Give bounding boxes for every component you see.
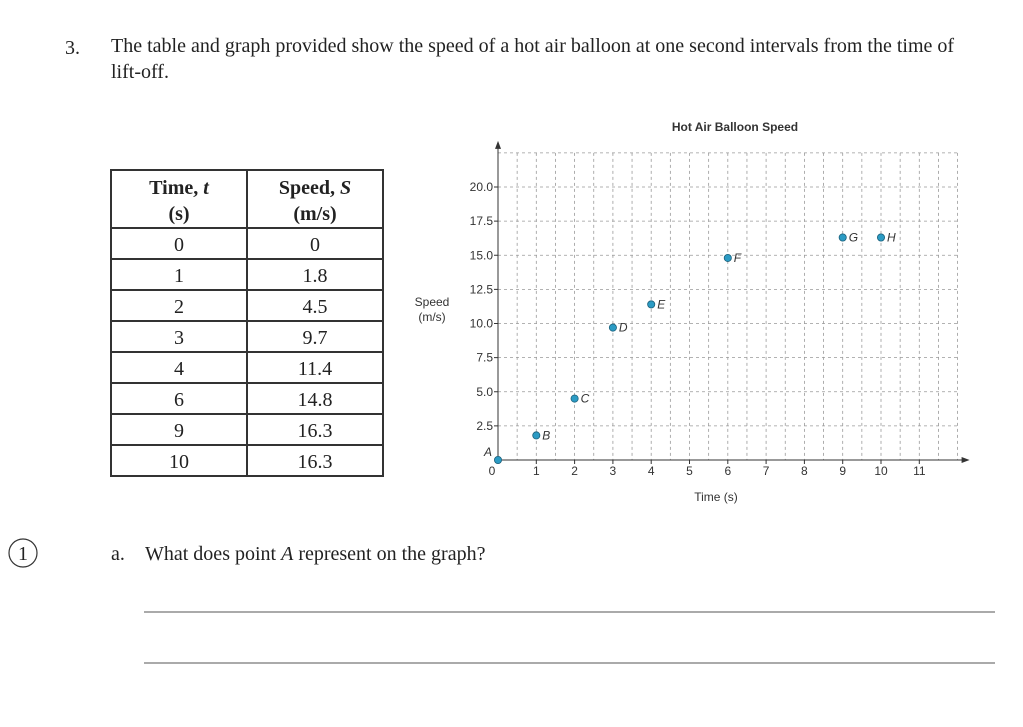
header-unit: (s)	[168, 203, 189, 225]
x-tick-label: 0	[489, 464, 496, 478]
cell: 1.8	[303, 265, 328, 287]
x-tick-label: 5	[686, 464, 693, 478]
chart: Hot Air Balloon Speed 0 1 2 3 4 5 6 7 8 9 10 11 2.5 5.…	[415, 120, 970, 504]
x-tick-label: 9	[839, 464, 846, 478]
x-tick-label: 11	[913, 464, 926, 478]
marker: 1	[18, 543, 28, 565]
point	[532, 431, 541, 440]
cell: 0	[174, 234, 184, 256]
point-label: B	[542, 428, 550, 442]
x-tick-label: 2	[571, 464, 578, 478]
var: A	[279, 543, 294, 565]
cell: 16.3	[298, 451, 333, 473]
point	[570, 394, 579, 403]
question-number: 3.	[65, 37, 80, 59]
y-tick-label: 5.0	[476, 385, 493, 399]
x-axis-label: Time (s)	[694, 490, 738, 504]
y-tick-label: 17.5	[470, 214, 494, 228]
cell: 14.8	[298, 389, 333, 411]
header-cell: Time, t	[149, 177, 210, 199]
text: represent on the graph?	[293, 543, 485, 565]
table: Time, t(s)Speed, S(m/s)0 01 1.82 4.53 9.74 11…	[110, 169, 384, 477]
point-label: F	[734, 251, 742, 265]
question-text: The table and graph provided show the sp…	[111, 35, 955, 83]
cell: 6	[174, 389, 184, 411]
y-label-line: (m/s)	[418, 310, 445, 324]
x-tick-label: 7	[763, 464, 770, 478]
header-unit: (m/s)	[293, 203, 336, 225]
header-name: Speed,	[279, 177, 340, 199]
point	[838, 233, 847, 242]
x-tick-label: 8	[801, 464, 808, 478]
question-box: The table and graph provided show the sp…	[111, 35, 955, 83]
y-arrow	[495, 140, 501, 149]
y-tick-label: 15.0	[470, 248, 494, 262]
y-axis-label: Speed (m/s)	[415, 295, 450, 324]
cell: 3	[174, 327, 184, 349]
cell: 1	[174, 265, 184, 287]
y-tick-label: 7.5	[476, 351, 493, 365]
text: What does point	[145, 543, 281, 565]
point	[877, 233, 886, 242]
x-tick-label: 3	[610, 464, 617, 478]
point-label: E	[657, 297, 666, 311]
part-question: What does point A represent on the graph…	[145, 543, 486, 565]
x-tick-label: 6	[724, 464, 731, 478]
cell: 4.5	[303, 296, 328, 318]
point	[608, 323, 617, 332]
y-label-line: Speed	[415, 295, 450, 309]
cell: 16.3	[298, 420, 333, 442]
point-label: G	[849, 231, 858, 245]
x-tick-label: 10	[874, 464, 888, 478]
point-label: H	[887, 231, 896, 245]
y-tick-label: 10.0	[470, 317, 494, 331]
x-tick-label: 4	[648, 464, 655, 478]
x-tick-label: 1	[533, 464, 540, 478]
marker-circle	[8, 538, 38, 568]
cell: 0	[310, 234, 320, 256]
part-letter: a.	[111, 543, 125, 565]
header-var: t	[203, 177, 210, 199]
y-tick-label: 2.5	[476, 419, 493, 433]
point	[647, 300, 656, 309]
chart-title: Hot Air Balloon Speed	[672, 120, 798, 134]
cell: 11.4	[298, 358, 332, 380]
point-label: C	[581, 392, 590, 406]
y-tick-label: 20.0	[470, 180, 494, 194]
cell: 9.7	[303, 327, 328, 349]
cell: 10	[169, 451, 189, 473]
point-label: D	[619, 321, 628, 335]
header-var: S	[340, 177, 351, 199]
cell: 9	[174, 420, 184, 442]
header-cell: Speed, S	[279, 177, 351, 199]
point	[493, 455, 502, 464]
cell: 4	[174, 358, 184, 380]
cell: 2	[174, 296, 184, 318]
x-arrow	[961, 457, 970, 463]
point-label: A	[483, 445, 492, 459]
header-name: Time,	[149, 177, 203, 199]
y-tick-label: 12.5	[470, 282, 494, 296]
point	[723, 253, 732, 262]
